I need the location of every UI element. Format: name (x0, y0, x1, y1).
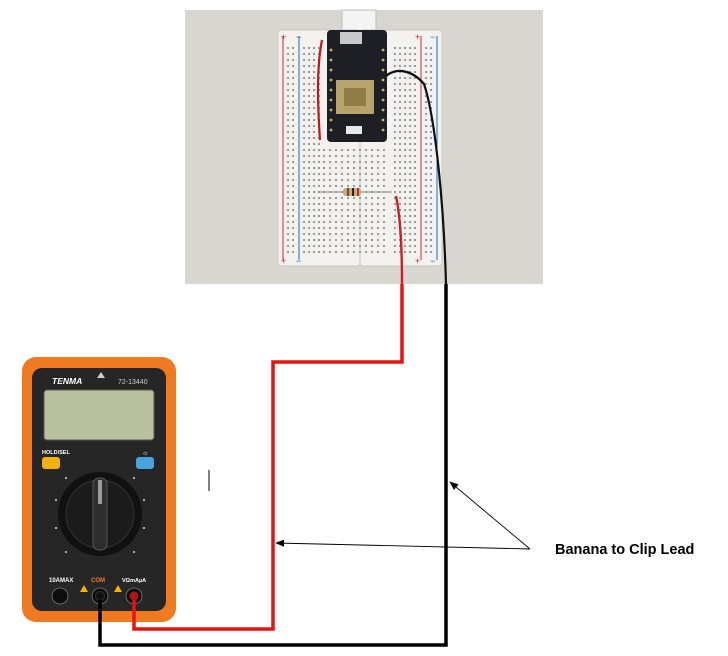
breadboard-photo: + − + − + − + − (185, 9, 543, 285)
terminal-10a[interactable] (51, 587, 69, 605)
callout-arrow-red-lead (275, 539, 531, 550)
rail-minus-label: − (296, 32, 301, 42)
microcontroller-board (327, 30, 387, 142)
rail-minus-label: − (430, 256, 435, 266)
terminal-label-10a: 10AMAX (49, 578, 73, 584)
multimeter-photo: TENMA 72-13440 HOLD/SEL ☼ 10AMAX COM VΩm… (20, 357, 177, 624)
rail-plus-label: + (281, 32, 286, 42)
red-lead (132, 284, 404, 631)
black-jumper-wire (385, 69, 448, 285)
light-button[interactable] (136, 457, 154, 469)
rail-minus-label: − (430, 32, 435, 42)
callout-arrow-black-lead (449, 481, 531, 550)
dial-knob (92, 477, 108, 551)
multimeter-brand: TENMA (52, 376, 82, 386)
hold-button-label: HOLD/SEL (42, 450, 70, 456)
resistor (318, 188, 392, 196)
terminal-label-vohm: VΩmAµA (122, 578, 146, 584)
rail-minus-label: − (296, 256, 301, 266)
rail-plus-label: + (415, 256, 420, 266)
red-jumper-wire (316, 39, 324, 141)
multimeter-model: 72-13440 (118, 379, 148, 386)
hold-button[interactable] (42, 457, 60, 469)
lcd-display (43, 389, 155, 441)
rail-plus-label: + (281, 256, 286, 266)
red-jumper-wire (394, 195, 404, 285)
rail-plus-label: + (415, 32, 420, 42)
terminal-label-com: COM (91, 578, 105, 584)
svg-text:☼: ☼ (142, 450, 148, 457)
black-lead (98, 284, 448, 647)
callout-label: Banana to Clip Lead (555, 542, 695, 558)
input-terminals: 10AMAX COM VΩmAµA (49, 578, 146, 605)
